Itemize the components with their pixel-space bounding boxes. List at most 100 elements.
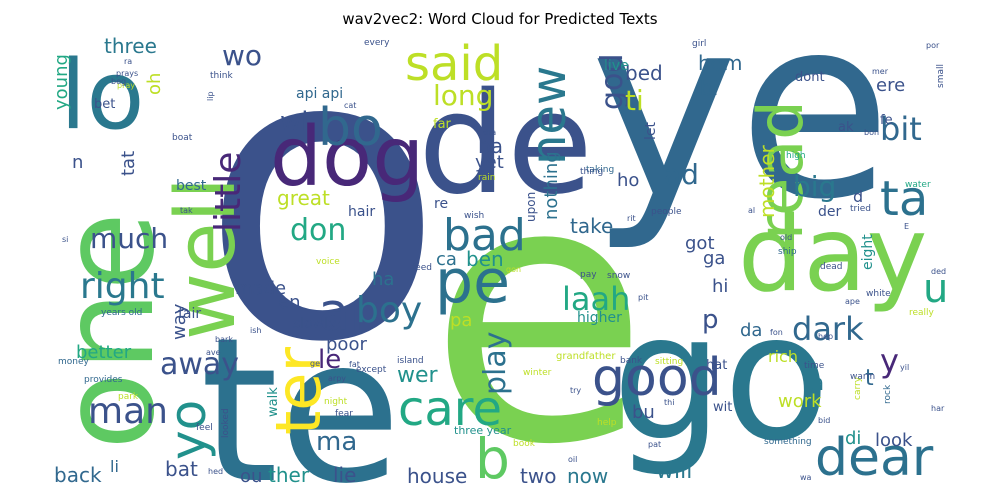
word-128: white [866,289,891,299]
word-110: hat [706,358,727,373]
word-176: arpy [328,374,346,383]
word-75: made [235,278,286,299]
word-1: e [428,104,649,500]
word-182: ded [931,267,946,276]
word-93: oh [144,73,165,95]
word-6: one [34,212,183,450]
word-61: ba [478,134,503,158]
word-81: ere [876,75,905,96]
word-152: carry [853,376,863,400]
word-159: prays [116,69,138,78]
word-47: wo [222,39,262,72]
word-133: ship [778,247,797,257]
word-184: bid [818,416,830,425]
word-169: tak [180,206,193,215]
word-78: ga [703,248,725,269]
word-181: ape [845,297,860,306]
word-63: ho [617,170,639,191]
word-19: said [405,36,503,92]
word-154: help [597,418,617,428]
word-56: bed [625,61,663,85]
word-68: bat [165,457,198,481]
word-179: fon [770,328,783,337]
word-112: wit [713,400,732,415]
word-90: di [845,428,861,449]
word-160: pray [117,81,135,90]
word-126: provides [84,375,123,385]
word-105: higher [577,310,622,326]
word-83: en [278,292,300,313]
word-98: hair [348,204,375,220]
word-157: feed [412,263,432,273]
word-54: wer [397,363,439,388]
word-59: hem [698,51,742,75]
word-145: rain [478,173,495,183]
word-186: old [780,233,792,242]
word-163: cat [344,101,356,110]
word-180: hep [818,332,833,341]
word-15: read [744,100,817,240]
word-94: li [110,457,119,476]
word-185: yil [900,363,909,372]
word-162: lip [206,91,215,101]
word-55: back [54,463,102,487]
word-44: much [90,222,168,255]
word-2: ye [590,0,892,254]
word-42: god [595,54,630,110]
word-175: ge [310,359,320,368]
word-125: something [764,437,812,447]
word-39: wi [280,107,309,137]
word-137: think [210,71,233,81]
word-72: two [520,464,556,488]
word-77: got [685,233,715,254]
word-45: big [793,170,836,203]
word-23: b [475,427,510,491]
word-173: ave [206,348,221,357]
word-140: money [58,357,90,367]
word-177: gon [506,265,521,274]
word-76: poor [326,334,367,355]
word-30: bit [880,110,922,148]
word-10: well [159,177,254,340]
word-40: le [318,345,341,375]
word-118: grandfather [556,351,616,362]
word-167: tha [483,128,496,137]
word-80: da [740,320,762,341]
word-142: except [356,365,387,375]
word-104: eight [860,234,876,270]
word-79: hi [712,276,728,297]
word-101: let [643,121,659,140]
word-109: far [433,117,452,132]
word-5: de [418,63,593,226]
word-49: three [104,34,157,58]
word-53: better [76,342,132,363]
word-41: p [702,305,719,335]
word-123: sitting [655,357,683,367]
word-71: now [567,464,608,488]
word-106: live [604,58,629,74]
word-32: long [433,79,493,112]
word-195: E [904,222,909,231]
word-35: away [160,347,239,382]
word-165: por [926,41,940,50]
word-108: bet [94,97,115,112]
word-67: look [875,430,913,451]
word-8: lo [60,41,145,151]
word-66: work [778,391,822,412]
word-43: ti [625,84,644,117]
word-7: day [738,195,927,315]
word-26: right [80,266,165,307]
word-82: ca [436,249,457,270]
word-192: try [570,386,581,395]
word-127: people [651,207,682,217]
word-50: young [51,54,72,110]
word-139: voice [316,257,340,267]
word-64: t [865,366,874,391]
word-151: rock [883,384,893,404]
word-18: ta [880,171,928,227]
word-131: tried [850,204,871,214]
word-51: nothing [541,151,562,220]
word-119: taking [586,165,614,175]
word-191: thi [664,398,674,407]
